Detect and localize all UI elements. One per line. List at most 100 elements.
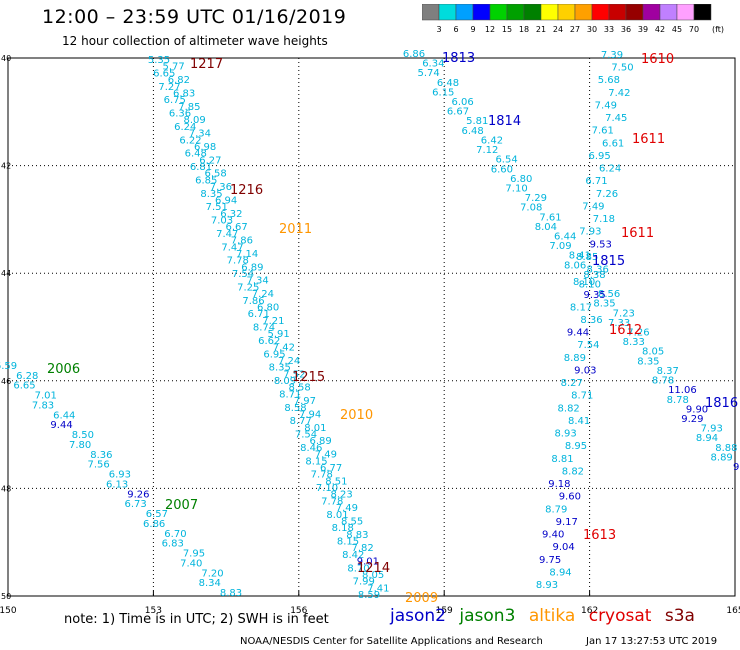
wave-height-label: 8.78	[667, 395, 689, 406]
wave-height-label: 6.36	[169, 109, 191, 120]
x-tick-label: 159	[436, 606, 453, 616]
wave-height-label: 7.33	[608, 318, 630, 329]
pass-label: 2010	[340, 408, 373, 423]
colorbar-label: 33	[604, 25, 614, 34]
wave-height-label: 6.54	[495, 155, 517, 166]
wave-height-label: 9.17	[556, 517, 578, 528]
wave-height-label: 11.06	[668, 385, 697, 396]
wave-height-label: 7.49	[595, 100, 617, 111]
wave-height-label: 6.60	[491, 164, 513, 175]
colorbar-label: 12	[485, 25, 495, 34]
wave-height-label: 7.14	[236, 249, 258, 260]
wave-height-label: 8.10	[579, 280, 601, 291]
colorbar-unit: (ft)	[712, 25, 724, 34]
y-tick-label: 40	[1, 54, 11, 63]
wave-height-label: 7.39	[601, 50, 623, 61]
wave-height-label: 8.18	[332, 523, 354, 534]
wave-height-label: 6.71	[585, 176, 607, 187]
wave-height-label: 8.15	[337, 537, 359, 548]
map-frame	[7, 57, 736, 597]
wave-height-label: 8.37	[657, 366, 679, 377]
wave-height-label: 7.18	[593, 214, 615, 225]
pass-label: 1613	[583, 528, 616, 543]
wave-height-label: 8.58	[288, 383, 310, 394]
wave-height-label: 8.35	[637, 356, 659, 367]
wave-height-label: 7.29	[525, 193, 547, 204]
wave-height-label: 7.80	[69, 440, 91, 451]
wave-height-label: 5.74	[418, 68, 440, 79]
pass-label: 1216	[230, 183, 263, 198]
wave-height-label: 8.04	[535, 222, 557, 233]
wave-height-label: 8.01	[304, 423, 326, 434]
x-tick-label: 150	[0, 606, 17, 616]
pass-label: 2009	[405, 591, 438, 606]
pass-label: 2011	[279, 222, 312, 237]
wave-height-label: 6.61	[602, 138, 624, 149]
pass-label: 2007	[165, 498, 198, 513]
wave-height-label: 9.26	[127, 489, 149, 500]
wave-height-label: 6.48	[461, 126, 483, 137]
timestamp: Jan 17 13:27:53 UTC 2019	[586, 636, 718, 647]
wave-height-label: 9.53	[590, 239, 612, 250]
wave-height-label: 9.35	[583, 290, 605, 301]
wave-height-label: 8.36	[90, 450, 112, 461]
wave-height-label: 8.88	[715, 443, 737, 454]
wave-height-label: 8.09	[274, 376, 296, 387]
colorbar-label: 9	[470, 25, 475, 34]
wave-height-label: 8.09	[183, 115, 205, 126]
wave-height-label: 7.20	[201, 568, 223, 579]
wave-height-label: 8.85	[576, 252, 598, 263]
wave-height-label: 8.34	[199, 578, 221, 589]
wave-height-label: 8.35	[593, 299, 615, 310]
wave-height-label: 8.58	[284, 403, 306, 414]
wave-height-label: 9.1	[733, 462, 740, 473]
wave-height-label: 6.58	[204, 169, 226, 180]
wave-height-label: 8.93	[554, 429, 576, 440]
y-tick-label: 46	[1, 377, 11, 386]
wave-height-label: 7.36	[210, 182, 232, 193]
wave-height-label: 7.01	[35, 391, 57, 402]
wave-height-label: 6.98	[194, 142, 216, 153]
legend-jason2: jason2	[390, 606, 446, 626]
wave-height-label: 6.44	[53, 410, 75, 421]
wave-height-label: 8.55	[341, 516, 363, 527]
wave-height-label: 7.93	[701, 424, 723, 435]
wave-height-label: 7.78	[227, 256, 249, 267]
wave-height-label: 6.34	[422, 59, 444, 70]
wave-height-label: 7.61	[592, 126, 614, 137]
wave-height-label: 7.94	[299, 409, 321, 420]
wave-height-label: 8.33	[623, 337, 645, 348]
wave-height-label: 7.34	[246, 276, 268, 287]
wave-height-label: 6.82	[168, 75, 190, 86]
legend-s3a: s3a	[664, 606, 695, 626]
wave-height-label: 7.08	[520, 203, 542, 214]
pass-label: 1214	[357, 561, 390, 576]
wave-height-label: 6.75	[164, 95, 186, 106]
wave-height-label: 6.73	[125, 499, 147, 510]
wave-height-label: 6.24	[599, 164, 621, 175]
credit-line: NOAA/NESDIS Center for Satellite Applica…	[240, 636, 717, 647]
legend-cryosat: cryosat	[588, 606, 652, 626]
wave-height-label: 6.86	[143, 519, 165, 530]
y-tick-label: 44	[1, 269, 11, 278]
wave-height-label: 8.94	[696, 433, 718, 444]
wave-height-label: 6.83	[173, 88, 195, 99]
wave-height-label: 7.86	[242, 296, 264, 307]
page-subtitle: 12 hour collection of altimeter wave hei…	[62, 34, 328, 48]
wave-height-label: 8.71	[571, 391, 593, 402]
wave-height-label: 8.46	[300, 443, 322, 454]
x-tick-label: 153	[145, 606, 162, 616]
wave-height-label: 7.54	[577, 340, 599, 351]
wave-height-label: 7.85	[178, 102, 200, 113]
wave-height-label: 8.35	[200, 189, 222, 200]
wave-height-label: 8.82	[562, 466, 584, 477]
color-scale-bar: 3 6 9 12 15 18 21 24 27 30 33 36 39 42 45 70 (ft)	[422, 4, 724, 34]
pass-label: 1610	[641, 52, 674, 67]
wave-height-label: 7.34	[189, 129, 211, 140]
wave-height-label: 7.26	[627, 328, 649, 339]
wave-height-label: 8.15	[305, 456, 327, 467]
pass-label: 1217	[190, 57, 223, 72]
y-tick-label: 50	[1, 592, 11, 601]
wave-height-label: 7.49	[336, 503, 358, 514]
wave-height-label: 6.83	[162, 539, 184, 550]
